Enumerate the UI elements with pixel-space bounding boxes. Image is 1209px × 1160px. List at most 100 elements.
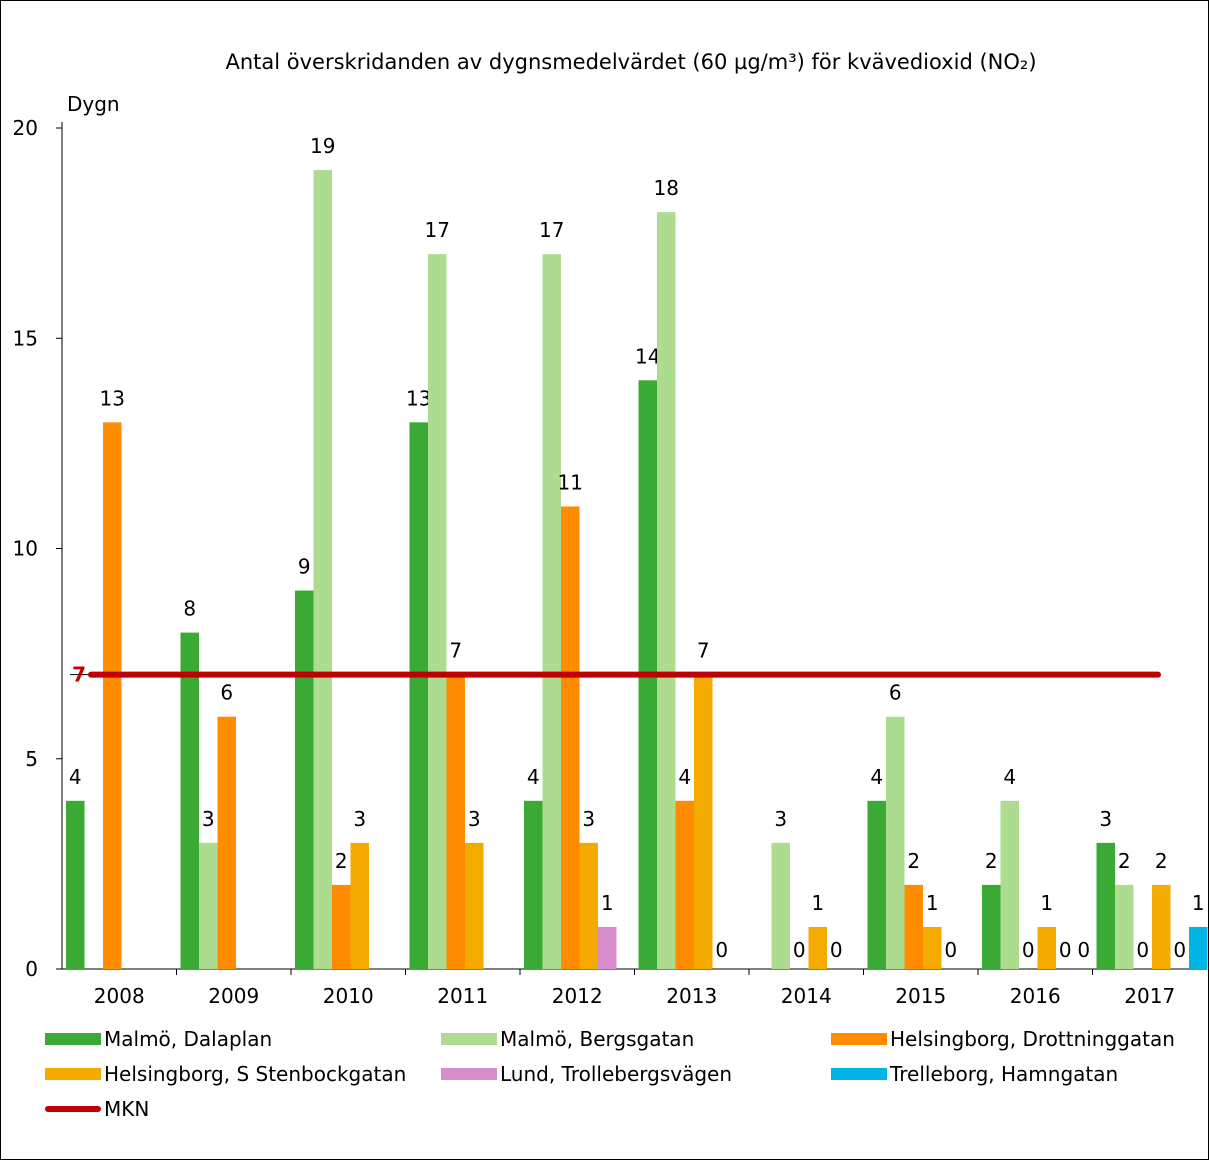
legend-swatch — [45, 1106, 101, 1112]
bar — [1189, 926, 1208, 969]
bar — [598, 926, 617, 969]
data-label: 19 — [310, 134, 335, 158]
data-label: 4 — [1003, 765, 1016, 789]
bar — [561, 506, 580, 969]
bar — [867, 800, 886, 969]
x-tick-label: 2017 — [1124, 984, 1175, 1008]
data-label: 2 — [335, 849, 348, 873]
x-tick-label: 2008 — [94, 984, 145, 1008]
bar — [694, 674, 713, 969]
bar — [217, 716, 236, 969]
data-label: 7 — [697, 639, 710, 663]
data-label: 2 — [1118, 849, 1131, 873]
data-label: 4 — [527, 765, 540, 789]
legend-swatch — [831, 1068, 887, 1080]
data-label: 2 — [985, 849, 998, 873]
bar — [886, 716, 905, 969]
legend-item: Trelleborg, Hamngatan — [831, 1059, 1118, 1089]
legend-item: Helsingborg, S Stenbockgatan — [45, 1059, 406, 1089]
data-label: 6 — [220, 681, 233, 705]
legend-item: Lund, Trollebergsvägen — [441, 1059, 732, 1089]
x-tick-label: 2016 — [1010, 984, 1061, 1008]
data-label: 1 — [601, 891, 614, 915]
bar — [66, 800, 85, 969]
data-label: 8 — [183, 597, 196, 621]
legend-label: Trelleborg, Hamngatan — [890, 1062, 1119, 1086]
data-label: 2 — [1155, 849, 1168, 873]
x-tick-label: 2013 — [666, 984, 717, 1008]
data-label: 17 — [425, 218, 450, 242]
bar — [1000, 800, 1019, 969]
data-label: 2 — [907, 849, 920, 873]
data-label: 0 — [1173, 938, 1186, 962]
data-label: 3 — [774, 807, 787, 831]
bar — [675, 800, 694, 969]
data-label: 9 — [298, 555, 311, 579]
data-label: 3 — [468, 807, 481, 831]
legend-label: Helsingborg, S Stenbockgatan — [104, 1062, 407, 1086]
chart-title: Antal överskridanden av dygnsmedelvärdet… — [225, 50, 1036, 74]
legend-swatch — [441, 1068, 497, 1080]
data-label: 1 — [1192, 891, 1205, 915]
x-tick-label: 2011 — [437, 984, 488, 1008]
legend-swatch — [45, 1033, 101, 1045]
bar — [313, 170, 332, 970]
legend-swatch — [831, 1033, 887, 1045]
data-label: 3 — [202, 807, 215, 831]
bar — [1152, 884, 1171, 969]
data-label: 0 — [944, 938, 957, 962]
bar — [982, 884, 1001, 969]
legend-label: Malmö, Bergsgatan — [500, 1027, 695, 1051]
data-label: 1 — [811, 891, 824, 915]
data-label: 1 — [926, 891, 939, 915]
data-label: 17 — [539, 218, 564, 242]
bar — [923, 926, 942, 969]
bar — [1096, 842, 1115, 969]
legend-label: Malmö, Dalaplan — [104, 1027, 273, 1051]
bar — [428, 254, 447, 969]
bar — [103, 422, 122, 970]
data-label: 0 — [1022, 938, 1035, 962]
bar — [771, 842, 790, 969]
bar — [332, 884, 351, 969]
bar — [524, 800, 543, 969]
data-label: 0 — [1136, 938, 1149, 962]
legend-label: MKN — [104, 1097, 150, 1121]
bar — [180, 632, 199, 969]
bar — [808, 926, 827, 969]
bar — [350, 842, 369, 969]
data-label: 0 — [1059, 938, 1072, 962]
data-label: 6 — [889, 681, 902, 705]
data-label: 3 — [582, 807, 595, 831]
data-label: 14 — [635, 344, 660, 368]
data-label: 11 — [558, 470, 583, 494]
reference-label: 7 — [72, 663, 86, 687]
data-label: 4 — [678, 765, 691, 789]
data-label: 0 — [715, 938, 728, 962]
x-tick-label: 2015 — [895, 984, 946, 1008]
bar — [579, 842, 598, 969]
bar — [446, 674, 465, 969]
data-label: 0 — [830, 938, 843, 962]
x-tick-label: 2010 — [323, 984, 374, 1008]
data-label: 4 — [870, 765, 883, 789]
bar — [295, 590, 314, 969]
y-tick-label: 0 — [25, 957, 38, 981]
legend-label: Helsingborg, Drottninggatan — [890, 1027, 1175, 1051]
legend-label: Lund, Trollebergsvägen — [500, 1062, 733, 1086]
bar — [409, 422, 428, 970]
data-label: 13 — [100, 386, 125, 410]
bar — [199, 842, 218, 969]
bar — [465, 842, 484, 969]
data-label: 18 — [654, 176, 679, 200]
y-tick-label: 20 — [13, 116, 38, 140]
bar — [1037, 926, 1056, 969]
legend-item: Helsingborg, Drottninggatan — [831, 1024, 1175, 1054]
y-tick-label: 15 — [13, 326, 38, 350]
data-label: 1 — [1040, 891, 1053, 915]
legend-item: Malmö, Bergsgatan — [441, 1024, 694, 1054]
data-label: 13 — [406, 386, 431, 410]
data-label: 7 — [449, 639, 462, 663]
data-label: 0 — [1077, 938, 1090, 962]
y-tick-label: 10 — [13, 537, 38, 561]
